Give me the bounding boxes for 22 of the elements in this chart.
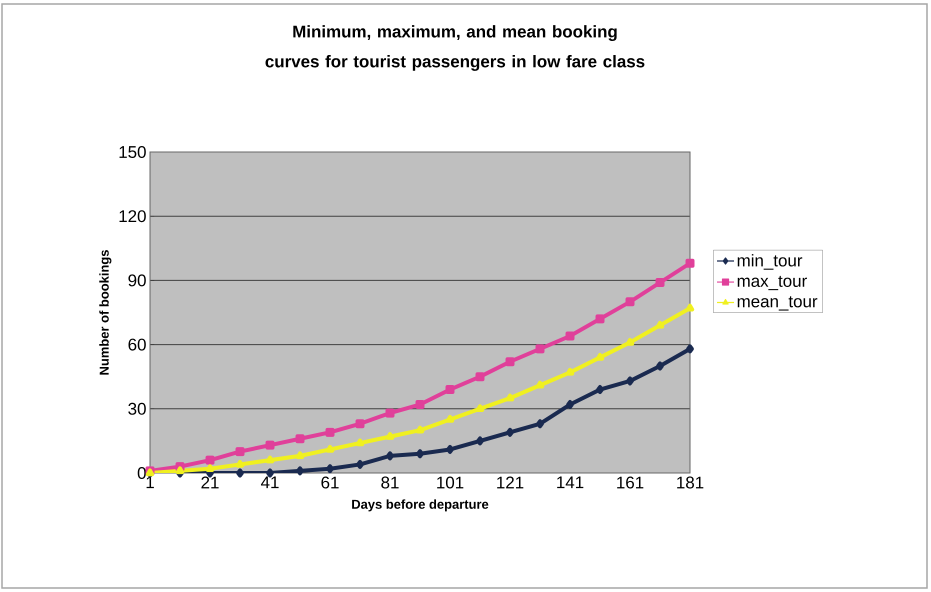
y-tick-label: 150: [120, 146, 146, 158]
legend-label: max_tour: [738, 276, 807, 290]
x-tick-label: 141: [557, 476, 584, 488]
x-tick-label: 101: [437, 476, 464, 489]
x-tick-label: 61: [321, 476, 339, 489]
x-tick-label: 21: [201, 476, 219, 488]
y-axis-title: Number of bookings: [99, 250, 112, 375]
x-tick-label: 181: [677, 476, 704, 489]
x-tick-label: 121: [497, 476, 524, 488]
x-tick-label: 1: [146, 476, 154, 488]
y-tick-label: 0: [138, 467, 146, 479]
legend-label: min_tour: [738, 254, 802, 270]
legend-label: mean_tour: [738, 296, 818, 311]
x-tick-label: 161: [617, 476, 644, 489]
x-tick-label: 81: [381, 476, 399, 489]
y-tick-label: 120: [120, 210, 146, 222]
y-tick-label: 60: [128, 338, 146, 351]
y-tick-label: 90: [128, 274, 146, 286]
chart-title: Minimum, maximum, and mean booking curves for tourist passengers in low fare class: [266, 25, 644, 71]
x-axis-title: Days before departure: [352, 499, 488, 512]
y-tick-label: 30: [128, 402, 146, 415]
x-tick-label: 41: [260, 476, 279, 488]
